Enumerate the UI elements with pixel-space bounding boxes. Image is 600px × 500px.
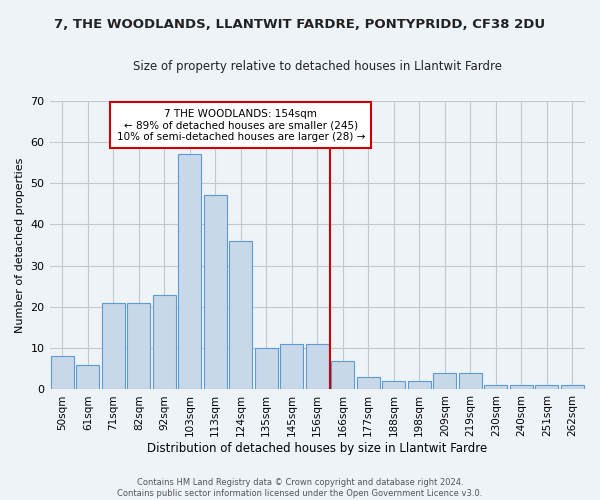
Bar — [484, 386, 507, 390]
Bar — [306, 344, 329, 390]
Bar — [76, 364, 99, 390]
Bar — [357, 377, 380, 390]
Bar — [204, 196, 227, 390]
Text: Contains HM Land Registry data © Crown copyright and database right 2024.
Contai: Contains HM Land Registry data © Crown c… — [118, 478, 482, 498]
Bar — [535, 386, 558, 390]
Bar — [127, 303, 150, 390]
Text: 7, THE WOODLANDS, LLANTWIT FARDRE, PONTYPRIDD, CF38 2DU: 7, THE WOODLANDS, LLANTWIT FARDRE, PONTY… — [55, 18, 545, 30]
Title: Size of property relative to detached houses in Llantwit Fardre: Size of property relative to detached ho… — [133, 60, 502, 73]
Bar — [280, 344, 303, 390]
Bar — [382, 381, 405, 390]
Bar — [102, 303, 125, 390]
Bar — [153, 294, 176, 390]
Bar — [51, 356, 74, 390]
Bar — [255, 348, 278, 390]
Text: 7 THE WOODLANDS: 154sqm
← 89% of detached houses are smaller (245)
10% of semi-d: 7 THE WOODLANDS: 154sqm ← 89% of detache… — [116, 108, 365, 142]
Bar — [433, 373, 456, 390]
Bar — [178, 154, 201, 390]
Bar — [459, 373, 482, 390]
X-axis label: Distribution of detached houses by size in Llantwit Fardre: Distribution of detached houses by size … — [147, 442, 487, 455]
Bar — [561, 386, 584, 390]
Y-axis label: Number of detached properties: Number of detached properties — [15, 158, 25, 332]
Bar — [408, 381, 431, 390]
Bar — [510, 386, 533, 390]
Bar — [331, 360, 354, 390]
Bar — [229, 241, 252, 390]
